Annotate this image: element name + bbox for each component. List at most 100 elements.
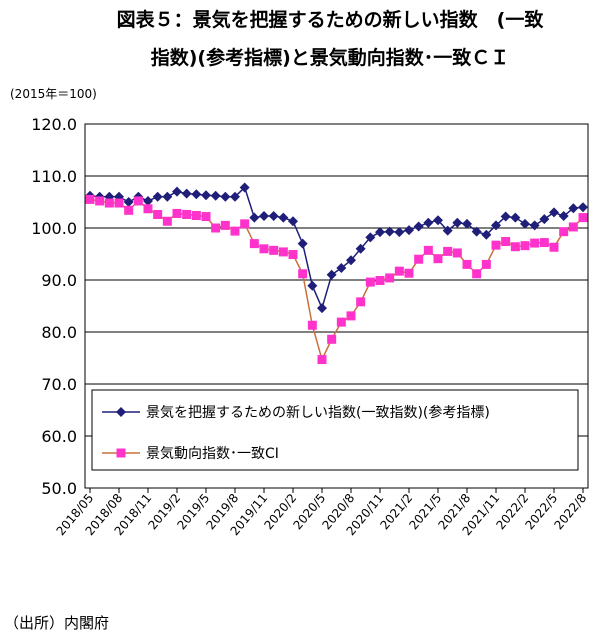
data-point [327, 334, 337, 344]
data-point [181, 188, 192, 199]
data-point [317, 355, 327, 365]
data-point [433, 254, 443, 264]
data-point [143, 195, 153, 206]
y-tick-label: 110.0 [31, 167, 77, 186]
data-point [520, 241, 530, 251]
data-point [133, 196, 143, 206]
data-point [384, 226, 395, 237]
data-point [510, 212, 521, 223]
data-point [162, 191, 173, 202]
data-point [529, 220, 540, 231]
legend-marker [116, 407, 126, 417]
data-point [452, 217, 463, 228]
legend-label: 景気を把握するための新しい指数(一致指数)(参考指標) [146, 404, 490, 421]
data-point [201, 212, 211, 222]
chart-title: 指数)(参考指標)と景気動向指数･一致ＣＩ [151, 46, 510, 69]
data-point [124, 205, 134, 215]
data-point [230, 226, 240, 236]
y-tick-label: 80.0 [41, 323, 77, 342]
data-point [220, 191, 231, 202]
data-point [568, 222, 578, 232]
data-point [578, 202, 588, 213]
data-point [394, 227, 405, 238]
data-point [191, 189, 202, 200]
data-point [568, 203, 579, 214]
data-point [201, 190, 211, 201]
y-tick-label: 90.0 [41, 271, 77, 290]
data-point [211, 223, 221, 233]
data-point [230, 191, 240, 202]
data-point [539, 214, 550, 225]
data-point [269, 245, 279, 255]
subtitle: (2015年＝100) [10, 87, 97, 101]
data-point [433, 215, 443, 226]
data-point [317, 303, 327, 314]
data-point [114, 198, 124, 208]
data-point [307, 320, 317, 330]
data-point [288, 216, 298, 227]
data-point [298, 269, 308, 279]
data-point [462, 259, 472, 269]
data-point [336, 263, 347, 274]
legend-label: 景気動向指数･一致CI [146, 446, 279, 462]
data-point [240, 219, 250, 229]
data-point [501, 237, 511, 247]
data-point [297, 238, 308, 249]
data-point [452, 248, 462, 258]
y-tick-label: 120.0 [31, 115, 77, 134]
data-point [471, 226, 482, 237]
legend-marker [116, 448, 126, 458]
data-point [539, 238, 549, 248]
series-line [89, 198, 584, 362]
data-point [249, 239, 259, 249]
data-point [558, 211, 569, 222]
data-point [152, 191, 163, 202]
source: （出所）内閣府 [4, 614, 109, 632]
data-point [355, 243, 366, 254]
legend-box [91, 389, 579, 471]
data-point [95, 196, 105, 206]
data-point [491, 240, 501, 250]
y-tick-label: 60.0 [41, 427, 77, 446]
data-point [172, 186, 182, 197]
data-point [346, 311, 356, 321]
data-point [172, 208, 182, 218]
data-point [307, 280, 318, 291]
data-point [365, 232, 376, 243]
data-point [404, 225, 414, 236]
data-point [414, 254, 424, 264]
data-point [191, 211, 201, 221]
y-tick-label: 50.0 [41, 479, 77, 498]
data-point [153, 209, 163, 219]
data-point [520, 218, 530, 229]
data-point [394, 266, 404, 276]
y-tick-label: 100.0 [31, 219, 77, 238]
data-point [443, 246, 453, 256]
data-point [259, 244, 269, 254]
data-point [530, 238, 540, 248]
data-point [123, 197, 134, 207]
x-tick-label: 2022/8 [551, 491, 589, 532]
data-point [288, 250, 298, 260]
data-point [500, 211, 511, 222]
data-point [375, 227, 385, 238]
y-tick-label: 70.0 [41, 375, 77, 394]
data-point [385, 273, 395, 283]
data-point [549, 242, 559, 252]
data-point [104, 198, 114, 208]
data-point [182, 209, 192, 219]
data-point [249, 212, 260, 223]
data-point [336, 317, 346, 327]
data-point [220, 220, 230, 230]
data-point [143, 204, 153, 214]
data-point [210, 190, 221, 201]
data-point [423, 245, 433, 255]
data-point [239, 182, 250, 193]
data-point [549, 207, 559, 218]
data-point [259, 211, 269, 222]
series-line [89, 186, 584, 311]
data-point [365, 277, 375, 287]
data-point [578, 213, 588, 223]
data-point [356, 297, 366, 307]
